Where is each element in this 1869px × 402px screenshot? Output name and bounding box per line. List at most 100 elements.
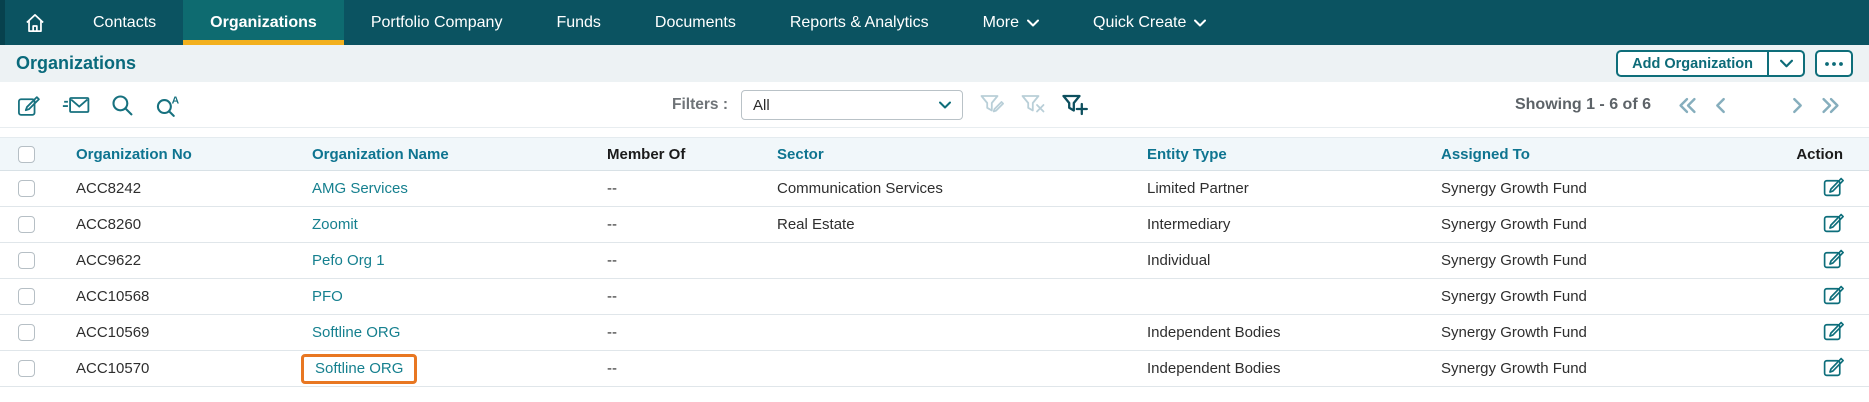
chevron-down-icon xyxy=(939,101,951,109)
assigned-to-cell: Synergy Growth Fund xyxy=(1441,252,1587,269)
mass-email-button[interactable] xyxy=(62,94,90,116)
org-name-link[interactable]: PFO xyxy=(312,288,343,305)
row-checkbox[interactable] xyxy=(18,252,35,269)
edit-icon xyxy=(16,93,41,118)
edit-row-button[interactable] xyxy=(1822,283,1845,306)
filters-label: Filters : xyxy=(672,96,728,113)
more-options-button[interactable] xyxy=(1815,50,1853,77)
member-of-cell: -- xyxy=(607,360,617,377)
edit-filter-button[interactable] xyxy=(980,94,1006,116)
previous-page-button[interactable] xyxy=(1714,97,1727,114)
row-checkbox[interactable] xyxy=(18,216,35,233)
org-name-link[interactable]: Pefo Org 1 xyxy=(312,252,385,269)
column-header-assigned-to[interactable]: Assigned To xyxy=(1441,145,1530,163)
next-page-button[interactable] xyxy=(1791,97,1804,114)
nav-tab-contacts[interactable]: Contacts xyxy=(93,13,157,31)
showing-count-text: Showing 1 - 6 of 6 xyxy=(1514,96,1651,113)
table-row: ACC10569 Softline ORG -- Independent Bod… xyxy=(0,315,1869,351)
column-header-sector[interactable]: Sector xyxy=(777,145,824,163)
org-name-link[interactable]: Zoomit xyxy=(312,216,358,233)
filter-add-icon xyxy=(1062,94,1088,116)
chevron-down-icon xyxy=(1194,19,1206,27)
entity-type-cell: Independent Bodies xyxy=(1147,360,1281,377)
table-row: ACC10568 PFO -- Synergy Growth Fund xyxy=(0,279,1869,315)
select-all-checkbox[interactable] xyxy=(18,145,35,163)
org-name-link[interactable]: Softline ORG xyxy=(312,324,401,341)
advanced-search-button[interactable] xyxy=(155,93,180,118)
header-actions: Add Organization xyxy=(1616,50,1853,77)
email-list-icon xyxy=(62,94,90,116)
edit-row-button[interactable] xyxy=(1822,211,1845,234)
chevron-down-icon xyxy=(1027,19,1039,27)
member-of-cell: -- xyxy=(607,324,617,341)
column-header-member-of: Member Of xyxy=(607,145,686,163)
row-checkbox[interactable] xyxy=(18,288,35,305)
add-organization-button[interactable]: Add Organization xyxy=(1632,55,1753,72)
add-organization-split-button: Add Organization xyxy=(1616,50,1805,77)
row-checkbox[interactable] xyxy=(18,180,35,197)
member-of-cell: -- xyxy=(607,216,617,233)
row-checkbox[interactable] xyxy=(18,324,35,341)
assigned-to-cell: Synergy Growth Fund xyxy=(1441,288,1587,305)
member-of-cell: -- xyxy=(607,288,617,305)
spacer xyxy=(0,128,1869,137)
entity-type-cell: Limited Partner xyxy=(1147,180,1249,197)
edit-row-button[interactable] xyxy=(1822,247,1845,270)
table-row: ACC9622 Pefo Org 1 -- Individual Synergy… xyxy=(0,243,1869,279)
filter-edit-icon xyxy=(980,94,1006,116)
filters-group: Filters : All xyxy=(672,82,1088,128)
list-toolbar: Filters : All Showing 1 - 6 of 6 xyxy=(0,82,1869,128)
sector-cell: Real Estate xyxy=(777,216,855,233)
nav-tab-funds[interactable]: Funds xyxy=(556,13,601,31)
org-no-cell: ACC8242 xyxy=(76,180,142,197)
add-filter-button[interactable] xyxy=(1062,94,1088,116)
filter-dropdown[interactable]: All xyxy=(740,90,963,120)
nav-tab-documents[interactable]: Documents xyxy=(654,13,736,31)
assigned-to-cell: Synergy Growth Fund xyxy=(1441,180,1587,197)
double-chevron-right-icon xyxy=(1820,97,1841,114)
nav-tab-portfolio-company[interactable]: Portfolio Company xyxy=(370,13,503,31)
edit-icon xyxy=(1822,211,1845,234)
nav-tab-reports-analytics[interactable]: Reports & Analytics xyxy=(789,13,929,31)
member-of-cell: -- xyxy=(607,252,617,269)
entity-type-cell: Individual xyxy=(1147,252,1211,269)
advanced-search-icon xyxy=(155,93,180,118)
edit-icon xyxy=(1822,175,1845,198)
search-icon xyxy=(111,94,134,117)
column-header-entity-type[interactable]: Entity Type xyxy=(1147,145,1227,163)
table-header-row: Organization No Organization Name Member… xyxy=(0,137,1869,171)
ellipsis-icon xyxy=(1824,61,1844,67)
nav-menu-more[interactable]: More xyxy=(956,0,1066,45)
first-page-button[interactable] xyxy=(1677,97,1698,114)
column-header-organization-no[interactable]: Organization No xyxy=(76,145,192,163)
org-name-link[interactable]: AMG Services xyxy=(312,180,408,197)
filter-clear-icon xyxy=(1021,94,1047,116)
column-header-action: Action xyxy=(1796,145,1843,163)
search-button[interactable] xyxy=(111,94,134,117)
org-name-link[interactable]: Softline ORG xyxy=(315,360,404,377)
edit-row-button[interactable] xyxy=(1822,355,1845,378)
table-row: ACC10570 Softline ORG -- Independent Bod… xyxy=(0,351,1869,387)
double-chevron-left-icon xyxy=(1677,97,1698,114)
clear-filter-button[interactable] xyxy=(1021,94,1047,116)
mass-edit-button[interactable] xyxy=(16,93,41,118)
edit-row-button[interactable] xyxy=(1822,175,1845,198)
chevron-left-icon xyxy=(1714,97,1727,114)
top-navigation-bar: Contacts Organizations Portfolio Company… xyxy=(0,0,1869,45)
entity-type-cell: Intermediary xyxy=(1147,216,1231,233)
nav-tab-organizations[interactable]: Organizations xyxy=(183,0,344,45)
home-icon xyxy=(22,10,48,36)
row-checkbox[interactable] xyxy=(18,360,35,377)
page-title: Organizations xyxy=(16,53,137,73)
org-no-cell: ACC10570 xyxy=(76,360,150,377)
last-page-button[interactable] xyxy=(1820,97,1841,114)
add-organization-dropdown-button[interactable] xyxy=(1767,52,1803,75)
edit-icon xyxy=(1822,319,1845,342)
column-header-organization-name[interactable]: Organization Name xyxy=(312,145,449,163)
entity-type-cell: Independent Bodies xyxy=(1147,324,1281,341)
assigned-to-cell: Synergy Growth Fund xyxy=(1441,216,1587,233)
home-button[interactable] xyxy=(0,0,66,45)
nav-menu-quick-create[interactable]: Quick Create xyxy=(1066,0,1233,45)
pagination: Showing 1 - 6 of 6 xyxy=(1515,82,1841,128)
edit-row-button[interactable] xyxy=(1822,319,1845,342)
